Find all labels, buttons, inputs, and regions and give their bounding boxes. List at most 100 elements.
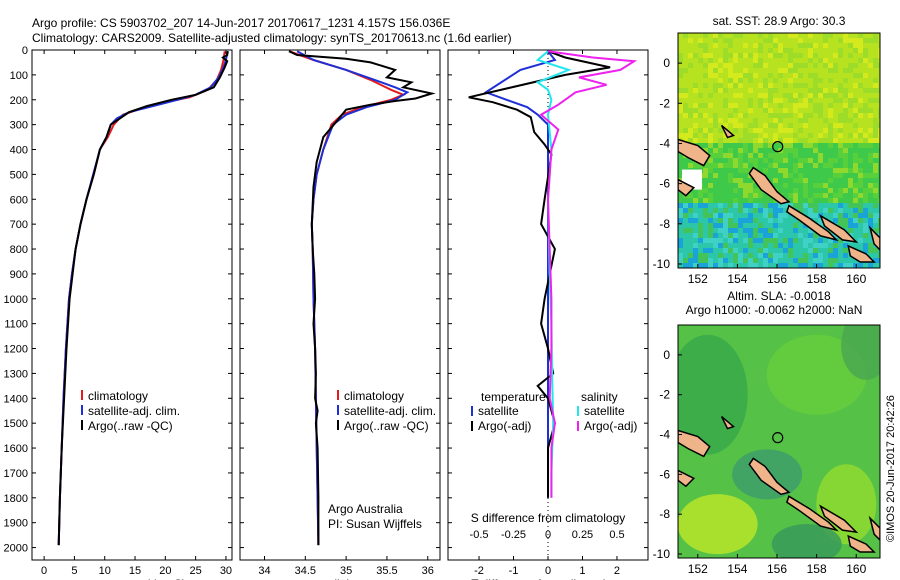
map-title-line: Argo h1000: -0.0062 h2000: NaN [686, 303, 863, 317]
xtick-label: 160 [846, 562, 866, 576]
series-argo---raw--qc- [57, 51, 229, 546]
ytick-label: 700 [10, 219, 28, 231]
map-title-line: Altim. SLA: -0.0018 [727, 289, 831, 303]
legend-label: satellite-adj. clim. [344, 404, 436, 418]
land-mass [868, 515, 880, 542]
sla-blob [678, 494, 758, 555]
xlabel: salinity [322, 577, 359, 580]
xtick-label: 156 [767, 562, 787, 576]
land-mass [847, 534, 876, 553]
xtick-label: 154 [727, 562, 747, 576]
xtick-label: 35.5 [376, 565, 397, 577]
sla-blob [841, 325, 880, 380]
ytick-label: 1600 [4, 443, 28, 455]
xlabel: temperature (deg C) [78, 577, 186, 580]
ytick-label: 0 [663, 56, 670, 70]
xlabel: T difference from climatology [471, 577, 625, 580]
sla-blob [766, 334, 867, 415]
ytick-label: -8 [659, 217, 670, 231]
ytick-label: 1400 [4, 393, 28, 405]
title-line-1: Argo profile: CS 5903702_207 14-Jun-2017… [32, 16, 450, 30]
x2tick-label: 0 [545, 529, 551, 541]
legend-label: Argo(..raw -QC) [344, 419, 429, 433]
panel-difference: -2 -1 0 1 2T difference from climatology temp… [447, 49, 649, 580]
x2tick-label: 0.25 [572, 529, 593, 541]
xtick-label: 20 [159, 565, 171, 577]
xtick-label: 0 [41, 565, 47, 577]
x2tick-label: 0.5 [609, 529, 624, 541]
legend-title: temperature [481, 390, 546, 404]
panel-sla_map: 152 154 156 158 160 0 -2 -4 -6 -8 -10 Altim. SLA: -… [653, 289, 881, 576]
legend-title: salinity [581, 390, 618, 404]
panel-temperature: 0100200300400500600700800900100011001200… [4, 45, 233, 580]
xtick-label: 36 [422, 565, 434, 577]
x2tick-label: -0.5 [470, 529, 489, 541]
ytick-label: -10 [653, 547, 671, 561]
ytick-label: 500 [10, 169, 28, 181]
xtick-label: 1 [579, 565, 585, 577]
legend-label: climatology [344, 389, 404, 403]
ytick-label: 900 [10, 269, 28, 281]
xtick-label: 0 [545, 565, 551, 577]
xtick-label: 158 [807, 562, 827, 576]
xtick-label: 158 [807, 272, 827, 286]
land-mass [868, 225, 880, 251]
legend-label: Argo(..raw -QC) [88, 419, 173, 433]
series-argo--adj- [468, 50, 611, 498]
series-satellite-adj--clim- [57, 50, 229, 546]
map-title: sat. SST: 28.9 Argo: 30.3 [713, 14, 846, 28]
xtick-label: 160 [846, 272, 866, 286]
map-frame [677, 324, 881, 559]
xtick-label: -2 [474, 565, 484, 577]
legend-label: climatology [88, 389, 148, 403]
map-field [678, 33, 880, 268]
ytick-label: 1300 [4, 368, 28, 380]
ytick-label: 200 [10, 95, 28, 107]
xtick-label: 152 [688, 562, 708, 576]
title-line-2: Climatology: CARS2009. Satellite-adjuste… [32, 31, 512, 45]
land-mass [819, 214, 859, 243]
land-mass [720, 416, 736, 430]
ytick-label: -6 [659, 467, 670, 481]
ytick-label: 600 [10, 194, 28, 206]
land-mass [678, 138, 711, 167]
side-stamp: ©IMOS 20-Jun-2017 20:42:26 [885, 395, 897, 542]
xtick-label: 156 [767, 272, 787, 286]
xtick-label: 25 [190, 565, 202, 577]
xtick-label: 10 [99, 565, 111, 577]
xtick-label: 5 [71, 565, 77, 577]
ytick-label: 1000 [4, 294, 28, 306]
ytick-label: -6 [659, 177, 670, 191]
ytick-label: -8 [659, 507, 670, 521]
xtick-label: 154 [727, 272, 747, 286]
ytick-label: 0 [22, 45, 28, 57]
credit-line: PI: Susan Wijffels [328, 517, 422, 531]
land-mass [748, 457, 791, 496]
sla-blob [771, 524, 842, 558]
ytick-label: 1500 [4, 418, 28, 430]
ytick-label: -2 [659, 96, 670, 110]
series-argo---raw--qc- [288, 50, 436, 546]
xtick-label: 35 [340, 565, 352, 577]
series-satellite-adj--clim- [296, 50, 410, 546]
legend-label: Argo(-adj) [478, 419, 531, 433]
xtick-label: 30 [220, 565, 232, 577]
legend-label: satellite [584, 404, 625, 418]
ytick-label: 1100 [4, 319, 28, 331]
ytick-label: 1800 [4, 493, 28, 505]
xtick-label: -1 [509, 565, 519, 577]
temperature-frame [31, 49, 233, 561]
argo-position-marker [772, 141, 784, 153]
legend-label: satellite [478, 404, 519, 418]
ytick-label: 300 [10, 120, 28, 132]
x2label: S difference from climatology [471, 511, 626, 525]
land-mass [720, 124, 736, 139]
ytick-label: -4 [659, 136, 670, 150]
land-mass [786, 495, 839, 532]
xtick-label: 152 [688, 272, 708, 286]
ytick-label: -2 [659, 388, 670, 402]
ytick-label: 800 [10, 244, 28, 256]
legend-label: Argo(-adj) [584, 419, 637, 433]
land-mass [819, 504, 859, 534]
land-mass [748, 166, 791, 205]
